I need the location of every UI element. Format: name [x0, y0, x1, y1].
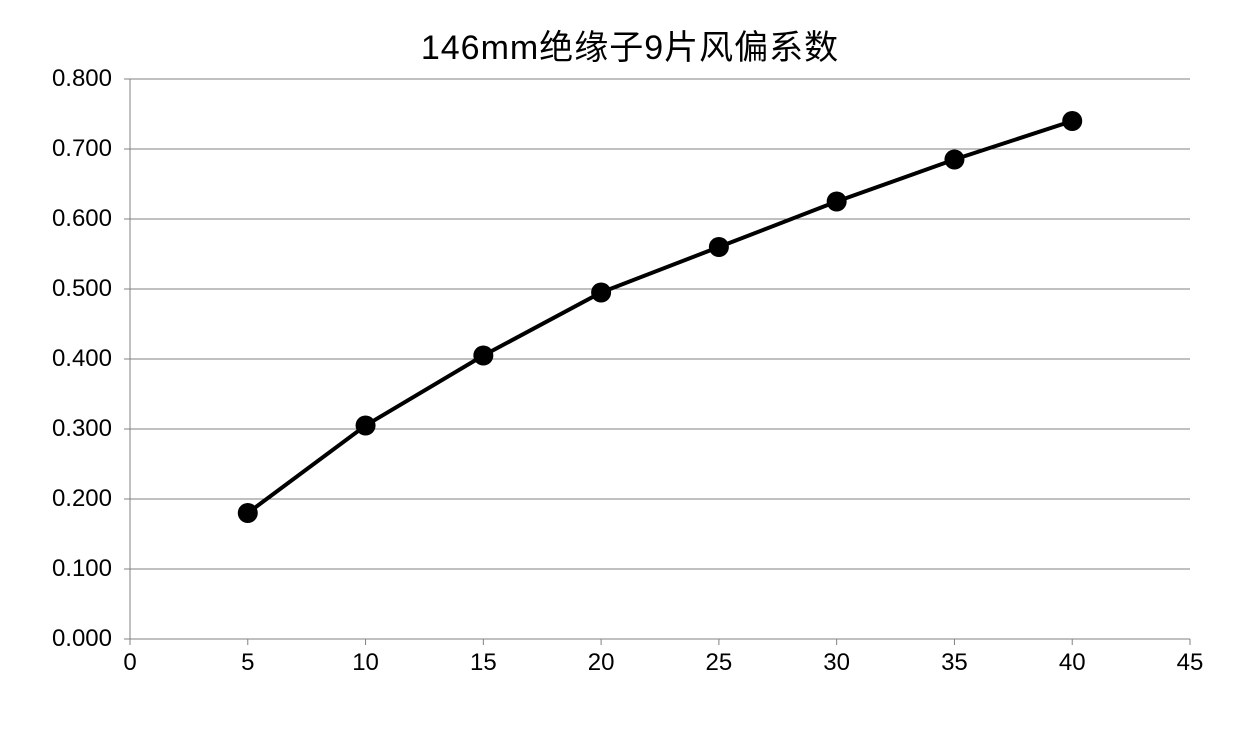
x-axis-label: 5: [241, 649, 254, 677]
data-marker: [709, 237, 729, 257]
x-axis-label: 10: [352, 649, 379, 677]
x-axis-label: 0: [123, 649, 136, 677]
y-axis-label: 0.700: [52, 135, 112, 163]
y-axis-label: 0.600: [52, 205, 112, 233]
y-axis-labels: 0.000 0.100 0.200 0.300 0.400 0.500 0.600 0.700…: [50, 79, 120, 679]
data-marker: [356, 416, 376, 436]
data-marker: [473, 346, 493, 366]
x-axis-label: 20: [588, 649, 615, 677]
data-marker: [591, 283, 611, 303]
chart-container: 146mm绝缘子9片风偏系数 0.0000.1000.2000.3000.400…: [60, 20, 1200, 720]
y-axis-label: 0.100: [52, 555, 112, 583]
x-axis-label: 15: [470, 649, 497, 677]
x-axis-label: 45: [1177, 649, 1204, 677]
chart-svg: [130, 79, 1190, 639]
data-marker: [944, 150, 964, 170]
x-axis-label: 40: [1059, 649, 1086, 677]
y-axis-label: 0.400: [52, 345, 112, 373]
x-axis-labels: 051015202530354045: [130, 649, 1190, 679]
x-axis-label: 25: [706, 649, 733, 677]
data-marker: [238, 503, 258, 523]
x-axis-label: 30: [823, 649, 850, 677]
y-axis-label: 0.000: [52, 625, 112, 653]
y-axis-label: 0.300: [52, 415, 112, 443]
plot-area: 0.0000.1000.2000.3000.4000.5000.6000.700…: [60, 79, 1200, 679]
y-axis-label: 0.200: [52, 485, 112, 513]
y-axis-label: 0.800: [52, 65, 112, 93]
data-marker: [1062, 111, 1082, 131]
y-axis-label: 0.500: [52, 275, 112, 303]
data-marker: [827, 192, 847, 212]
x-axis-label: 35: [941, 649, 968, 677]
data-line: [248, 121, 1072, 513]
chart-title: 146mm绝缘子9片风偏系数: [60, 20, 1200, 69]
